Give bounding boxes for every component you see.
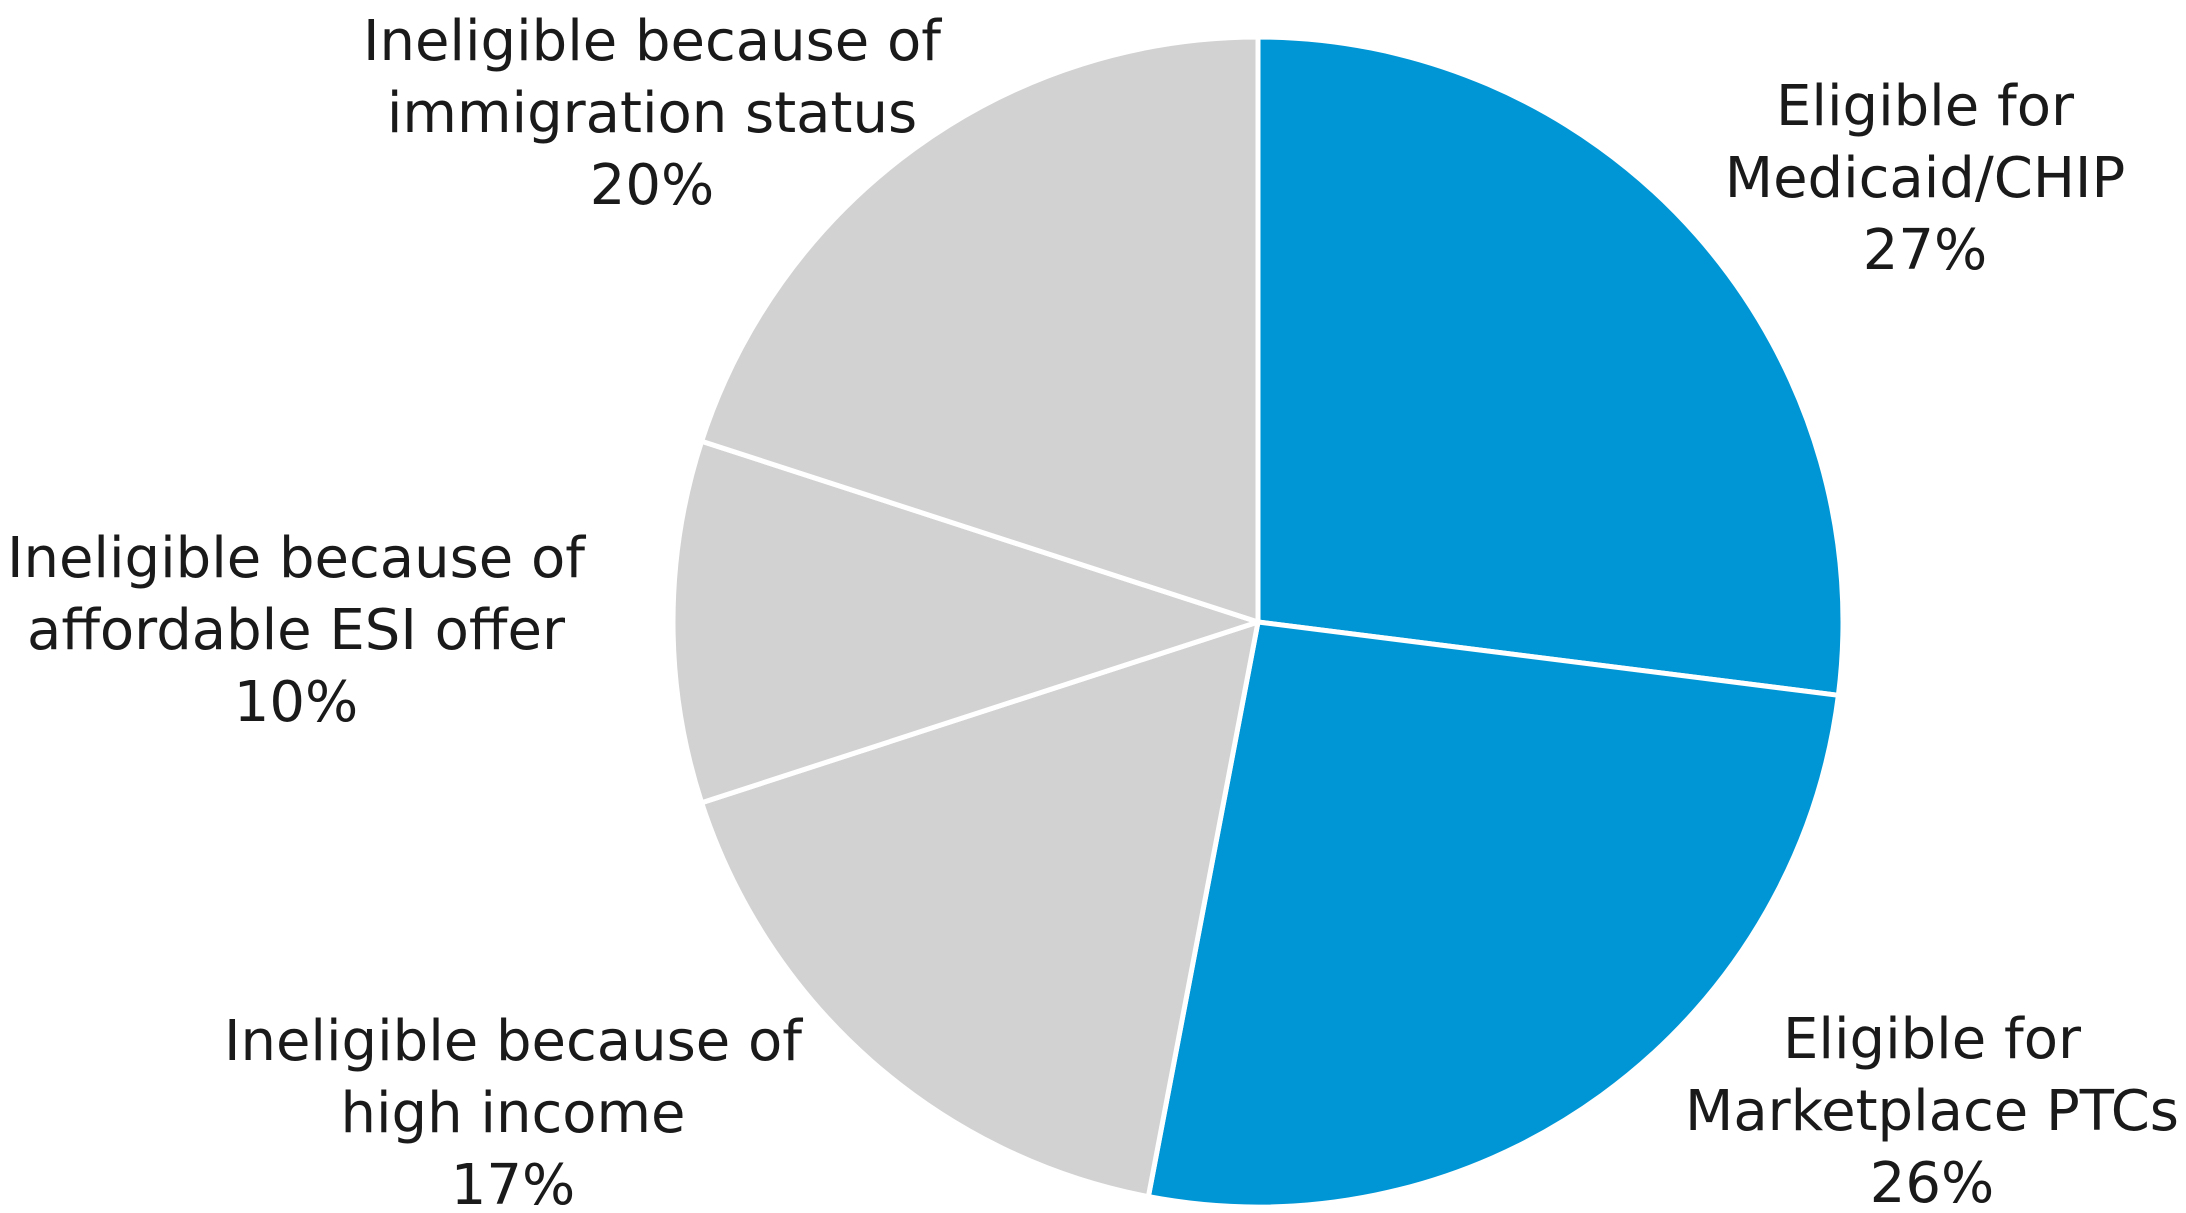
slice-label-line: high income	[341, 1081, 686, 1146]
slice-label-line: Ineligible because of	[224, 1009, 803, 1074]
slice-label-line: Eligible for	[1776, 74, 2075, 139]
slice-percent-label: 17%	[451, 1153, 575, 1213]
slice-label: Ineligible because of immigration status 2…	[363, 9, 942, 218]
pie-labels: Eligible for Medicaid/CHIP 27%Eligible for…	[7, 9, 2179, 1213]
pie-slice	[699, 34, 1261, 625]
slice-label-line: Marketplace PTCs	[1685, 1079, 2179, 1144]
slice-label-line: Medicaid/CHIP	[1725, 146, 2125, 211]
pie-slice	[1145, 619, 1841, 1210]
slice-label: Eligible for Medicaid/CHIP 27%	[1725, 74, 2125, 283]
slice-label-line: Ineligible because of	[363, 9, 942, 74]
slice-label-line: immigration status	[387, 81, 917, 146]
slice-label: Eligible for Marketplace PTCs 26%	[1685, 1007, 2179, 1213]
slice-percent-label: 20%	[590, 153, 714, 218]
slice-label-line: affordable ESI offer	[27, 598, 566, 663]
slice-percent-label: 26%	[1870, 1151, 1994, 1213]
slice-label-line: Ineligible because of	[7, 526, 586, 591]
slice-percent-label: 10%	[234, 670, 358, 735]
slice-label-line: Eligible for	[1783, 1007, 2082, 1072]
pie-slice	[1255, 34, 1846, 698]
slice-label: Ineligible because of high income 17%	[224, 1009, 803, 1213]
pie-slices	[670, 34, 1846, 1210]
slice-label: Ineligible because of affordable ESI offe…	[7, 526, 586, 735]
pie-slice	[699, 619, 1261, 1200]
pie-slice	[670, 438, 1261, 806]
slice-percent-label: 27%	[1863, 218, 1987, 283]
